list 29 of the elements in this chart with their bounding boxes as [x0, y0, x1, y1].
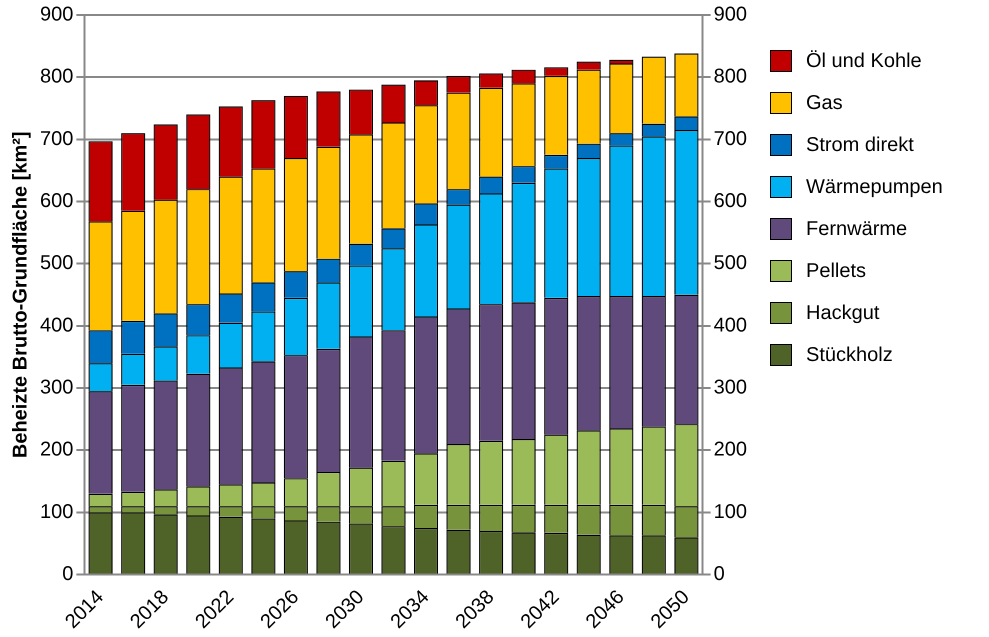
y2-tick-label: 800	[714, 66, 748, 88]
y2-tick-label: 700	[714, 128, 748, 150]
y-tick-label: 900	[40, 4, 74, 26]
legend-label: Strom direkt	[806, 134, 914, 156]
y-tick-label: 200	[40, 438, 74, 461]
y-tick-label: 0	[62, 563, 74, 586]
y-tick-label: 500	[40, 252, 74, 274]
y-tick-label: 600	[40, 190, 74, 212]
y2-tick-label: 600	[714, 190, 748, 212]
legend-label: Pellets	[806, 260, 866, 282]
y-tick-label: 300	[40, 376, 74, 399]
legend-label: Hackgut	[806, 302, 880, 324]
y-axis-title: Beheizte Brutto-Grundfläche [km²]	[10, 131, 32, 458]
y2-tick-label: 0	[714, 563, 725, 586]
y2-tick-label: 100	[714, 500, 748, 523]
y-tick-label: 800	[40, 66, 74, 88]
legend-label: Gas	[806, 92, 843, 114]
legend-label: Stückholz	[806, 344, 893, 366]
y2-tick-label: 900	[714, 4, 748, 26]
y2-tick-label: 500	[714, 252, 748, 274]
legend-label: Öl und Kohle	[806, 50, 922, 72]
y-tick-label: 400	[40, 314, 74, 336]
y-tick-label: 100	[40, 500, 74, 523]
legend-label: Wärmepumpen	[806, 176, 943, 198]
y2-tick-label: 200	[714, 438, 748, 461]
y2-tick-label: 300	[714, 376, 748, 399]
legend-label: Fernwärme	[806, 218, 908, 240]
y2-tick-label: 400	[714, 314, 748, 336]
y-tick-label: 700	[40, 128, 74, 150]
